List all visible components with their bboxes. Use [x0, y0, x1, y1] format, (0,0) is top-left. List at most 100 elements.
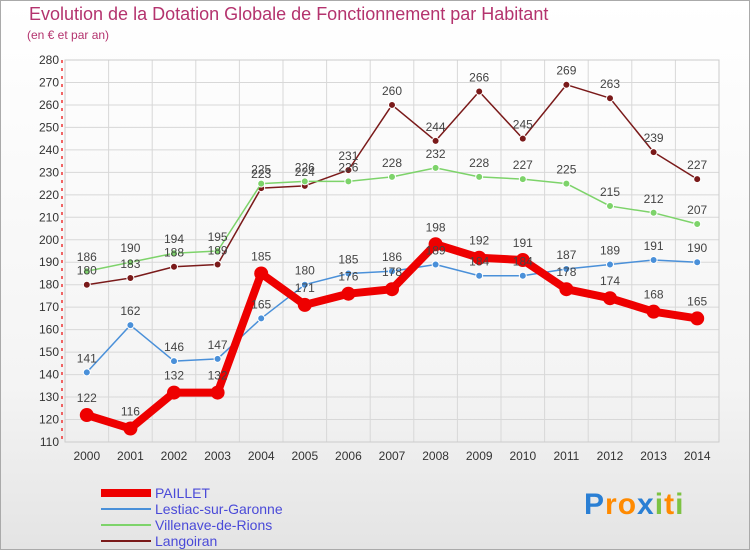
data-label: 180: [77, 264, 97, 278]
data-label: 132: [208, 369, 228, 383]
x-tick-label: 2012: [597, 449, 624, 463]
data-label: 180: [295, 264, 315, 278]
y-tick-label: 250: [39, 120, 59, 134]
y-tick-label: 120: [39, 413, 59, 427]
chart-title: Evolution de la Dotation Globale de Fonc…: [29, 4, 549, 24]
data-point: [126, 258, 135, 267]
data-point: [344, 166, 353, 175]
data-point: [606, 94, 614, 103]
data-label: 190: [120, 241, 140, 255]
data-point: [431, 260, 440, 269]
data-label: 147: [208, 338, 228, 352]
x-tick-label: 2008: [422, 449, 449, 463]
y-tick-label: 200: [39, 233, 59, 247]
x-tick-label: 2000: [73, 449, 100, 463]
plot-area: [64, 59, 720, 443]
data-label: 146: [164, 340, 184, 354]
y-tick-label: 140: [39, 368, 59, 382]
data-label: 191: [513, 236, 533, 250]
data-point: [300, 280, 309, 289]
data-point: [475, 87, 484, 96]
data-point: [170, 262, 178, 271]
data-label: 162: [120, 304, 140, 318]
y-tick-label: 170: [39, 300, 59, 314]
data-point: [606, 202, 614, 211]
data-point: [388, 172, 396, 181]
data-label: 228: [469, 156, 489, 170]
data-point: [344, 177, 353, 186]
chart-subtitle: (en € et par an): [27, 28, 110, 42]
data-point: [515, 252, 530, 267]
data-label: 260: [382, 84, 402, 98]
data-point: [297, 297, 312, 312]
data-point: [603, 291, 617, 306]
data-label: 122: [77, 391, 97, 405]
x-tick-label: 2001: [117, 449, 144, 463]
x-tick-label: 2014: [684, 449, 711, 463]
data-label: 186: [382, 250, 402, 264]
data-point: [254, 266, 269, 281]
data-point: [213, 260, 222, 269]
data-label: 190: [687, 241, 707, 255]
y-tick-label: 150: [39, 345, 59, 359]
y-tick-label: 160: [39, 323, 59, 337]
data-point: [300, 177, 309, 186]
y-tick-label: 190: [39, 255, 59, 269]
y-tick-label: 270: [39, 75, 59, 89]
data-label: 227: [513, 158, 533, 172]
data-label: 191: [644, 239, 664, 253]
y-tick-label: 230: [39, 165, 59, 179]
data-label: 228: [382, 156, 402, 170]
legend-swatch-villenave: [101, 524, 151, 526]
data-label: 184: [513, 255, 533, 269]
legend-swatch-paillet: [101, 489, 151, 497]
y-tick-label: 110: [40, 435, 59, 449]
data-point: [388, 100, 396, 109]
data-label: 225: [251, 163, 271, 177]
y-tick-label: 130: [39, 390, 59, 404]
data-label: 224: [295, 165, 315, 179]
x-tick-label: 2010: [509, 449, 536, 463]
data-point: [559, 282, 574, 297]
data-point: [475, 172, 484, 181]
data-label: 116: [121, 405, 140, 419]
y-tick-label: 240: [39, 143, 59, 157]
data-label: 227: [687, 158, 707, 172]
y-tick-label: 210: [39, 210, 59, 224]
logo-letter: i: [675, 488, 685, 521]
data-point: [170, 357, 178, 366]
data-point: [690, 311, 705, 326]
data-label: 174: [600, 274, 620, 288]
data-label: 226: [338, 160, 358, 174]
data-label: 244: [426, 120, 446, 134]
data-point: [388, 267, 396, 276]
data-label: 171: [295, 281, 315, 295]
data-point: [475, 271, 484, 280]
data-point: [344, 269, 353, 278]
data-point: [170, 249, 178, 258]
data-label: 165: [687, 294, 707, 308]
data-label: 225: [556, 163, 576, 177]
x-tick-label: 2011: [553, 449, 579, 463]
data-label: 189: [208, 243, 228, 257]
logo-letter: r: [605, 488, 618, 521]
x-tick-label: 2004: [248, 449, 275, 463]
data-point: [82, 368, 91, 377]
data-point: [693, 220, 702, 229]
data-label: 168: [644, 288, 664, 302]
data-label: 141: [77, 351, 97, 365]
data-label: 186: [77, 250, 97, 264]
proxiti-logo: Proxiti: [584, 488, 684, 522]
data-label: 226: [295, 160, 315, 174]
data-label: 215: [600, 185, 620, 199]
data-point: [472, 250, 487, 265]
data-label: 263: [600, 77, 620, 91]
x-tick-label: 2006: [335, 449, 362, 463]
y-tick-label: 180: [39, 278, 59, 292]
data-label: 188: [164, 246, 184, 260]
logo-letter: t: [664, 488, 676, 521]
data-label: 223: [251, 167, 271, 181]
legend-label-paillet: PAILLET: [155, 485, 210, 501]
